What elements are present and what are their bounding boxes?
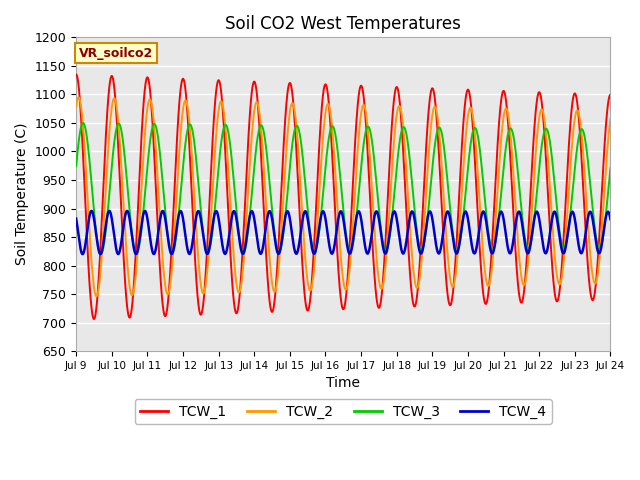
TCW_3 bbox=[512, 148, 520, 154]
TCW_3 bbox=[72, 163, 80, 169]
TCW_2 bbox=[170, 246, 177, 252]
Text: VR_soilco2: VR_soilco2 bbox=[79, 47, 153, 60]
Title: Soil CO2 West Temperatures: Soil CO2 West Temperatures bbox=[225, 15, 461, 33]
TCW_3 bbox=[276, 246, 284, 252]
TCW_1 bbox=[471, 158, 479, 164]
TCW_4 bbox=[471, 250, 479, 256]
TCW_4 bbox=[607, 216, 614, 222]
TCW_2 bbox=[75, 95, 83, 100]
TCW_3 bbox=[97, 251, 105, 257]
TCW_1 bbox=[393, 84, 401, 90]
TCW_4 bbox=[512, 221, 520, 227]
TCW_1 bbox=[607, 92, 614, 97]
Legend: TCW_1, TCW_2, TCW_3, TCW_4: TCW_1, TCW_2, TCW_3, TCW_4 bbox=[134, 399, 552, 424]
Line: TCW_1: TCW_1 bbox=[76, 74, 611, 319]
TCW_2 bbox=[93, 293, 100, 299]
TCW_4 bbox=[170, 247, 177, 253]
TCW_4 bbox=[393, 216, 401, 222]
TCW_3 bbox=[471, 125, 479, 131]
TCW_3 bbox=[79, 120, 87, 126]
Line: TCW_2: TCW_2 bbox=[76, 97, 611, 296]
TCW_3 bbox=[393, 164, 401, 170]
TCW_1 bbox=[420, 189, 428, 194]
TCW_2 bbox=[72, 104, 80, 109]
TCW_2 bbox=[393, 111, 401, 117]
TCW_3 bbox=[420, 241, 428, 247]
TCW_3 bbox=[607, 166, 614, 171]
TCW_2 bbox=[512, 205, 520, 211]
TCW_1 bbox=[512, 248, 520, 254]
TCW_2 bbox=[276, 241, 284, 247]
TCW_1 bbox=[72, 72, 80, 77]
X-axis label: Time: Time bbox=[326, 376, 360, 390]
TCW_4 bbox=[420, 241, 428, 247]
TCW_4 bbox=[72, 216, 80, 221]
TCW_3 bbox=[170, 248, 177, 254]
TCW_1 bbox=[90, 316, 98, 322]
TCW_4 bbox=[79, 251, 86, 257]
Y-axis label: Soil Temperature (C): Soil Temperature (C) bbox=[15, 123, 29, 265]
Line: TCW_4: TCW_4 bbox=[76, 211, 611, 254]
TCW_2 bbox=[471, 132, 479, 138]
TCW_1 bbox=[276, 205, 284, 211]
TCW_2 bbox=[420, 227, 428, 232]
TCW_4 bbox=[276, 246, 284, 252]
Line: TCW_3: TCW_3 bbox=[76, 123, 611, 254]
TCW_4 bbox=[88, 208, 95, 214]
TCW_2 bbox=[607, 116, 614, 122]
TCW_1 bbox=[170, 211, 177, 216]
